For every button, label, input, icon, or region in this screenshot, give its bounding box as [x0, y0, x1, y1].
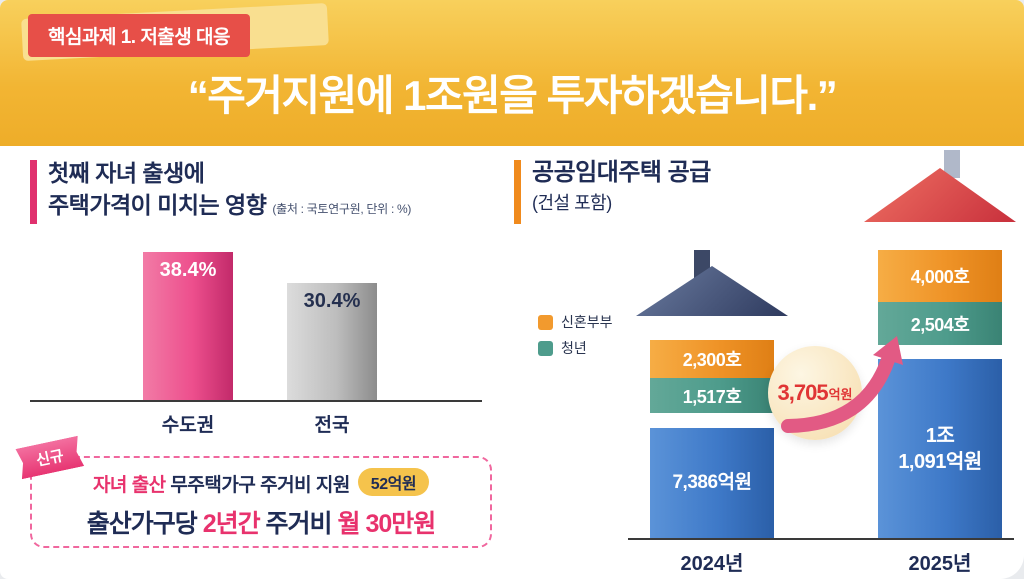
segment-2025-youth: 2,504호	[878, 302, 1002, 345]
left-title-accent-bar	[30, 160, 37, 224]
legend-label-newlyweds: 신혼부부	[561, 314, 613, 330]
increase-amount-unit: 억원	[828, 386, 853, 402]
segment-2024-youth: 1,517호	[650, 378, 774, 413]
segment-2025-budget: 1조 1,091억원	[878, 359, 1002, 538]
bar-sudogwon	[143, 252, 233, 401]
legend-item-newlyweds: 신혼부부	[538, 312, 613, 332]
legend-swatch-teal	[538, 340, 553, 356]
bar-jeonguk	[287, 283, 377, 401]
segment-2024-budget: 7,386억원	[650, 428, 774, 538]
promo-line2-part1: 출산가구당	[86, 510, 203, 538]
headline-quote: “주거지원에 1조원을 투자하겠습니다.”	[187, 72, 838, 119]
category-label-jeonguk: 전국	[314, 415, 350, 436]
right-title-text: 공공임대주택 공급	[532, 159, 711, 186]
left-chart-axis	[30, 400, 482, 402]
promo-line1-highlight: 자녀 출산	[92, 475, 166, 496]
left-panel-title: 첫째 자녀 출생에 주택가격이 미치는 영향 (출처 : 국토연구원, 단위 : …	[48, 157, 411, 225]
right-chart-axis	[628, 538, 1014, 540]
legend-item-youth: 청년	[538, 338, 587, 358]
chimney-2025-icon	[944, 150, 960, 178]
right-title-subtitle: (건설 포함)	[532, 193, 612, 213]
left-title-line1: 첫째 자녀 출생에	[48, 160, 205, 186]
promo-line1-rest: 무주택가구 주거비 지원	[165, 475, 350, 496]
legend-swatch-orange	[538, 314, 553, 330]
promo-line2-highlight1: 2년간	[202, 510, 261, 538]
year-label-2024: 2024년	[680, 553, 744, 575]
bar-value-jeonguk: 30.4%	[303, 290, 361, 312]
promo-box: 자녀 출산 무주택가구 주거비 지원 52억원 출산가구당 2년간 주거비 월 3…	[30, 456, 492, 548]
increase-arrow-icon	[781, 336, 903, 433]
amount-pill: 52억원	[357, 468, 430, 496]
right-title-accent-bar	[514, 160, 521, 224]
bar-value-sudogwon: 38.4%	[159, 259, 217, 281]
category-label-sudogwon: 수도권	[161, 415, 215, 436]
segment-2024-newlyweds: 2,300호	[650, 340, 774, 378]
promo-line2-part2: 주거비	[259, 510, 338, 538]
year-label-2025: 2025년	[908, 553, 972, 575]
promo-line2-highlight2: 월 30만원	[337, 510, 437, 538]
left-title-line2: 주택가격이 미치는 영향	[48, 192, 267, 218]
roof-2024-icon	[636, 266, 788, 316]
segment-2025-newlyweds: 4,000호	[878, 250, 1002, 302]
promo-line1: 자녀 출산 무주택가구 주거비 지원 52억원	[32, 468, 490, 497]
source-note: (출처 : 국토연구원, 단위 : %)	[272, 202, 412, 216]
increase-amount-value: 3,705	[777, 380, 829, 405]
header-badge: 핵심과제 1. 저출생 대응	[28, 14, 251, 57]
right-panel-title: 공공임대주택 공급 (건설 포함)	[532, 157, 711, 217]
promo-line2: 출산가구당 2년간 주거비 월 30만원	[32, 504, 490, 540]
roof-2025-icon	[864, 168, 1016, 222]
legend-label-youth: 청년	[561, 340, 587, 356]
header-band: 핵심과제 1. 저출생 대응 “주거지원에 1조원을 투자하겠습니다.”	[0, 0, 1024, 146]
